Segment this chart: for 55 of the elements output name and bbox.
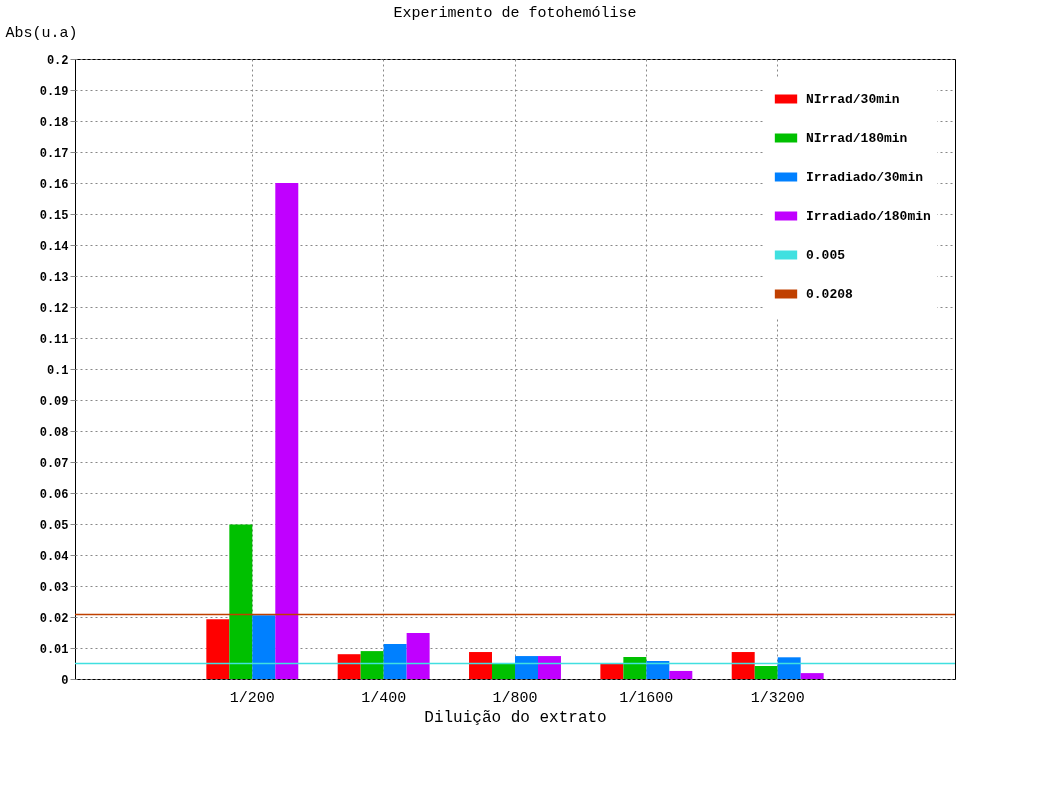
y-tick-label: 0.14 [39, 239, 69, 254]
bar [646, 661, 670, 679]
bar [800, 673, 824, 679]
y-tick-label: 0.02 [39, 611, 69, 626]
y-tick-label: 0.19 [39, 84, 69, 99]
bar [406, 633, 430, 679]
bar [777, 657, 801, 679]
bar [360, 651, 384, 679]
legend-label: Irradiado/180min [806, 209, 932, 224]
legend-label: Irradiado/30min [806, 170, 924, 185]
bar [337, 654, 361, 679]
y-tick-label: 0.09 [39, 394, 69, 409]
y-tick-label: 0.06 [39, 487, 69, 502]
bar [275, 183, 299, 679]
y-tick-label: 0.1 [46, 363, 69, 378]
x-axis-title: Diluição do extrato [424, 708, 607, 727]
y-tick-label: 0.04 [39, 549, 69, 564]
y-tick-label: 0.05 [39, 518, 69, 533]
legend-label: NIrrad/180min [806, 131, 908, 146]
bar [383, 643, 407, 679]
legend-label: 0.005 [806, 248, 846, 263]
bar [669, 670, 693, 679]
y-tick-label: 0.13 [39, 270, 69, 285]
y-tick-label: 0.07 [39, 456, 69, 471]
y-tick-label: 0.01 [39, 642, 69, 657]
y-tick-label: 0.15 [39, 208, 69, 223]
y-axis-title: Abs(u.a) [5, 24, 78, 42]
x-tick-label: 1/200 [229, 689, 275, 707]
y-tick-label: 0.12 [39, 301, 69, 316]
x-tick-label: 1/1600 [619, 689, 674, 707]
bar [515, 656, 538, 679]
y-tick-label: 0.18 [39, 115, 69, 130]
x-tick-label: 1/400 [361, 689, 407, 707]
y-tick-label: 0 [61, 673, 69, 688]
bar [537, 656, 561, 679]
bar [469, 652, 493, 679]
bar [754, 665, 778, 679]
bar [623, 656, 647, 679]
legend-label: NIrrad/30min [806, 92, 900, 107]
bar [229, 524, 253, 679]
bar [206, 619, 230, 679]
x-tick-label: 1/800 [492, 689, 538, 707]
y-tick-label: 0.03 [39, 580, 69, 595]
bar [731, 652, 755, 679]
y-tick-label: 0.11 [39, 332, 69, 347]
bar [492, 663, 515, 679]
bar [600, 663, 624, 679]
y-tick-label: 0.17 [39, 146, 69, 161]
y-tick-label: 0.2 [46, 53, 69, 68]
y-tick-label: 0.08 [39, 425, 69, 440]
bar [252, 615, 276, 679]
chart-title: Experimento de fotohemólise [393, 5, 637, 22]
y-tick-label: 0.16 [39, 177, 69, 192]
legend-label: 0.0208 [806, 287, 854, 302]
x-tick-label: 1/3200 [750, 689, 805, 707]
